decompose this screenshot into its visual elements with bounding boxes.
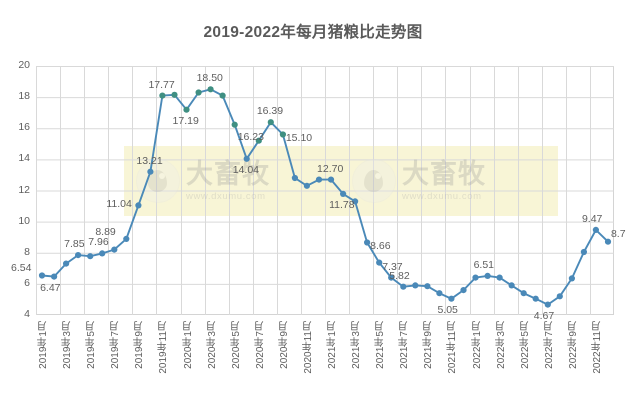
y-axis-tick-label: 12 <box>18 183 30 196</box>
data-point-label: 6.54 <box>11 262 32 275</box>
x-axis-tick-label: 2020年7月 <box>254 321 266 369</box>
y-axis-tick-label: 10 <box>18 214 30 227</box>
watermark-brand-text: 大畜牧 <box>186 158 270 189</box>
watermark-url-text: www.dxumu.com <box>402 190 482 202</box>
x-axis-tick-label: 2019年5月 <box>86 321 98 369</box>
y-axis-tick-label: 18 <box>18 90 30 103</box>
x-axis-tick-label: 2020年1月 <box>182 321 194 369</box>
watermark-url-text: www.dxumu.com <box>186 190 266 202</box>
data-point-label: 4.67 <box>533 309 555 322</box>
y-axis-tick-label: 4 <box>24 308 30 320</box>
data-point-label: 6.51 <box>473 258 494 271</box>
data-point-label: 6.47 <box>40 281 61 294</box>
x-axis-tick-label: 2020年11月 <box>302 321 314 374</box>
x-axis-tick-label: 2019年9月 <box>134 321 146 369</box>
watermark-brand-text: 大畜牧 <box>402 158 486 189</box>
brand-logo-icon <box>136 159 180 203</box>
grid-lines <box>36 66 614 315</box>
data-point-label: 13.21 <box>136 154 163 167</box>
data-point-label: 11.04 <box>106 198 132 211</box>
data-point-label: 7.96 <box>88 236 109 249</box>
x-axis-tick-label: 2019年1月 <box>38 321 50 369</box>
data-point-label: 15.10 <box>285 132 313 145</box>
brand-logo-icon <box>352 159 396 203</box>
data-point-label: 8.66 <box>370 240 391 253</box>
data-point-label: 5.05 <box>437 303 458 316</box>
data-point-label: 7.37 <box>382 260 403 273</box>
data-point-label: 11.78 <box>329 198 355 211</box>
x-axis-tick-label: 2019年3月 <box>62 321 74 369</box>
x-axis-tick-label: 2020年3月 <box>206 321 218 369</box>
watermark-logo-right: 大畜牧 www.dxumu.com <box>352 148 562 214</box>
x-axis-tick-label: 2021年1月 <box>327 321 339 369</box>
y-axis-tick-label: 16 <box>18 121 30 134</box>
x-axis-tick-label: 2020年9月 <box>278 321 290 369</box>
data-point-label: 9.47 <box>581 212 603 225</box>
data-series-line <box>38 86 612 308</box>
x-axis-tick-label: 2019年7月 <box>110 321 122 369</box>
data-point-label: 5.82 <box>389 269 410 282</box>
y-axis-tick-label: 14 <box>18 152 30 165</box>
y-axis-tick-label: 6 <box>24 276 30 289</box>
x-axis-tick-label: 2022年9月 <box>567 321 579 369</box>
watermark-highlight-band <box>124 146 558 216</box>
x-axis-tick-label: 2021年7月 <box>399 321 411 369</box>
x-axis-tick-label: 2020年5月 <box>230 321 242 369</box>
data-point-label: 7.85 <box>64 238 85 251</box>
x-axis-tick-label: 2022年7月 <box>543 321 555 369</box>
data-point-label: 8.89 <box>95 225 116 238</box>
x-axis-tick-label: 2019年11月 <box>158 321 170 374</box>
data-point-label: 16.39 <box>256 105 284 118</box>
data-point-label: 14.04 <box>232 163 259 176</box>
x-axis-tick-label: 2021年3月 <box>351 321 363 369</box>
x-axis-tick-label: 2021年9月 <box>423 321 435 369</box>
plot-area: 大畜牧 www.dxumu.com 大畜牧 www.dxumu.com 6.54… <box>11 66 626 322</box>
data-point-label: 8.71 <box>610 227 626 240</box>
data-point-label: 12.70 <box>317 162 344 175</box>
x-axis-tick-label: 2021年5月 <box>375 321 387 369</box>
y-axis-tick-label: 20 <box>18 59 30 71</box>
data-point-label: 16.23 <box>237 130 264 143</box>
data-point-label: 17.19 <box>172 114 199 127</box>
chart-title: 2019-2022年每月猪粮比走势图 <box>203 24 423 41</box>
data-point-label: 17.77 <box>148 78 175 91</box>
x-axis-tick-label: 2022年1月 <box>471 321 483 369</box>
data-point-label: 18.50 <box>196 72 223 85</box>
x-axis-tick-label: 2022年5月 <box>519 321 531 369</box>
y-axis-tick-label: 8 <box>24 245 30 258</box>
x-axis-tick-label: 2021年11月 <box>447 321 459 374</box>
x-axis-tick-label: 2022年11月 <box>591 321 603 374</box>
x-axis-tick-label: 2022年3月 <box>495 321 507 369</box>
watermark-logo-left: 大畜牧 www.dxumu.com <box>136 148 346 214</box>
